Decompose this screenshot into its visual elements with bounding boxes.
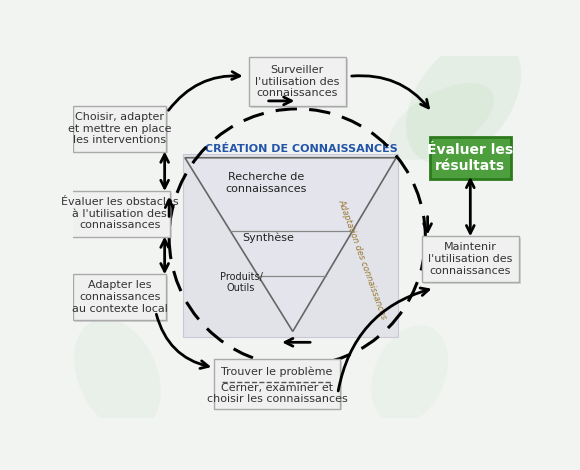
Text: Synthèse: Synthèse <box>242 232 294 243</box>
FancyBboxPatch shape <box>216 361 342 410</box>
Polygon shape <box>183 154 398 337</box>
Text: Choisir, adapter
et mettre en place
les interventions: Choisir, adapter et mettre en place les … <box>68 112 172 145</box>
Text: Adapter les
connaissances
au contexte local: Adapter les connaissances au contexte lo… <box>72 281 168 313</box>
FancyBboxPatch shape <box>249 57 346 106</box>
FancyBboxPatch shape <box>74 274 166 320</box>
Text: Surveiller
l'utilisation des
connaissances: Surveiller l'utilisation des connaissanc… <box>255 65 339 98</box>
Text: Produits/
Outils: Produits/ Outils <box>220 272 263 293</box>
FancyBboxPatch shape <box>75 276 168 321</box>
FancyBboxPatch shape <box>423 238 521 284</box>
FancyBboxPatch shape <box>75 108 168 153</box>
FancyBboxPatch shape <box>214 359 340 408</box>
Ellipse shape <box>371 325 448 424</box>
Ellipse shape <box>388 83 494 160</box>
FancyBboxPatch shape <box>430 137 511 179</box>
Ellipse shape <box>406 35 521 164</box>
FancyBboxPatch shape <box>422 236 519 282</box>
Polygon shape <box>185 158 396 331</box>
Text: Adaptation des connaissances: Adaptation des connaissances <box>336 198 389 321</box>
Text: Recherche de
connaissances: Recherche de connaissances <box>225 172 306 194</box>
Ellipse shape <box>74 318 161 431</box>
Text: CRÉATION DE CONNAISSANCES: CRÉATION DE CONNAISSANCES <box>205 144 398 154</box>
Text: Cerner, examiner et
choisir les connaissances: Cerner, examiner et choisir les connaiss… <box>206 383 347 404</box>
FancyBboxPatch shape <box>74 106 166 152</box>
Text: Évaluer les
résultats: Évaluer les résultats <box>427 142 513 173</box>
Text: Évaluer les obstacles
à l'utilisation des
connaissances: Évaluer les obstacles à l'utilisation de… <box>61 197 179 230</box>
Text: Trouver le problème: Trouver le problème <box>222 367 333 377</box>
FancyBboxPatch shape <box>251 59 347 108</box>
FancyBboxPatch shape <box>71 193 172 238</box>
FancyBboxPatch shape <box>69 191 171 236</box>
Text: Maintenir
l'utilisation des
connaissances: Maintenir l'utilisation des connaissance… <box>428 243 513 276</box>
